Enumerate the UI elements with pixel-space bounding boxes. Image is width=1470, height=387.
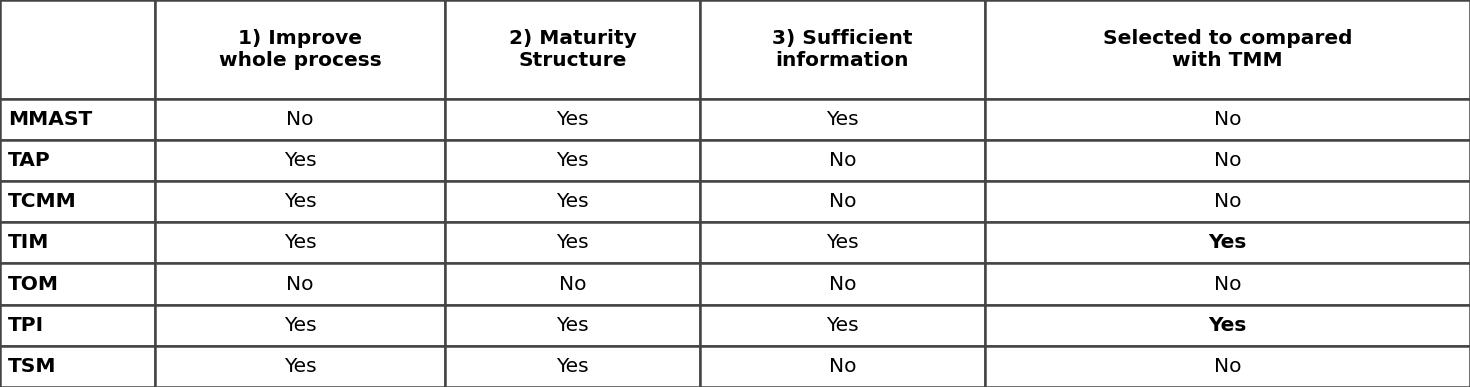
Text: TIM: TIM — [7, 233, 50, 252]
Bar — [0, 99, 154, 140]
Bar — [985, 99, 1470, 140]
Text: No: No — [1214, 192, 1241, 211]
Text: TSM: TSM — [7, 357, 56, 376]
Text: No: No — [1214, 274, 1241, 293]
Bar — [0, 181, 154, 222]
Bar — [154, 99, 445, 140]
Text: Selected to compared
with TMM: Selected to compared with TMM — [1102, 29, 1352, 70]
Text: Yes: Yes — [284, 233, 316, 252]
Text: Yes: Yes — [826, 233, 858, 252]
Bar — [445, 305, 700, 346]
Bar — [154, 0, 445, 99]
Text: TCMM: TCMM — [7, 192, 76, 211]
Bar — [445, 99, 700, 140]
Text: Yes: Yes — [556, 233, 589, 252]
Bar — [0, 222, 154, 264]
Bar — [700, 222, 985, 264]
Text: Yes: Yes — [284, 357, 316, 376]
Text: No: No — [287, 274, 313, 293]
Text: No: No — [829, 274, 856, 293]
Text: Yes: Yes — [556, 192, 589, 211]
Bar — [445, 140, 700, 181]
Text: Yes: Yes — [826, 110, 858, 129]
Text: Yes: Yes — [826, 316, 858, 335]
Bar — [0, 346, 154, 387]
Text: No: No — [829, 192, 856, 211]
Bar — [985, 0, 1470, 99]
Text: Yes: Yes — [284, 151, 316, 170]
Bar — [154, 222, 445, 264]
Bar — [0, 140, 154, 181]
Bar — [700, 140, 985, 181]
Bar — [985, 181, 1470, 222]
Text: No: No — [559, 274, 587, 293]
Bar — [445, 181, 700, 222]
Text: Yes: Yes — [1208, 233, 1247, 252]
Text: Yes: Yes — [556, 110, 589, 129]
Bar — [445, 264, 700, 305]
Bar — [700, 99, 985, 140]
Text: Yes: Yes — [556, 357, 589, 376]
Text: No: No — [1214, 357, 1241, 376]
Bar — [154, 346, 445, 387]
Bar — [700, 0, 985, 99]
Text: Yes: Yes — [284, 316, 316, 335]
Bar — [154, 305, 445, 346]
Text: No: No — [1214, 151, 1241, 170]
Bar — [154, 140, 445, 181]
Bar — [0, 0, 154, 99]
Text: No: No — [1214, 110, 1241, 129]
Bar — [0, 305, 154, 346]
Bar — [445, 346, 700, 387]
Bar — [445, 0, 700, 99]
Text: Yes: Yes — [284, 192, 316, 211]
Text: Yes: Yes — [556, 151, 589, 170]
Text: TPI: TPI — [7, 316, 44, 335]
Bar — [700, 264, 985, 305]
Bar — [985, 264, 1470, 305]
Bar — [985, 305, 1470, 346]
Text: MMAST: MMAST — [7, 110, 93, 129]
Bar — [700, 305, 985, 346]
Bar — [700, 346, 985, 387]
Text: TAP: TAP — [7, 151, 51, 170]
Text: No: No — [829, 151, 856, 170]
Bar — [700, 181, 985, 222]
Text: No: No — [287, 110, 313, 129]
Bar — [445, 222, 700, 264]
Bar — [154, 181, 445, 222]
Text: Yes: Yes — [1208, 316, 1247, 335]
Text: TOM: TOM — [7, 274, 59, 293]
Text: No: No — [829, 357, 856, 376]
Bar — [985, 140, 1470, 181]
Text: Yes: Yes — [556, 316, 589, 335]
Bar — [154, 264, 445, 305]
Bar — [0, 264, 154, 305]
Bar — [985, 222, 1470, 264]
Text: 1) Improve
whole process: 1) Improve whole process — [219, 29, 381, 70]
Text: 3) Sufficient
information: 3) Sufficient information — [772, 29, 913, 70]
Text: 2) Maturity
Structure: 2) Maturity Structure — [509, 29, 637, 70]
Bar — [985, 346, 1470, 387]
